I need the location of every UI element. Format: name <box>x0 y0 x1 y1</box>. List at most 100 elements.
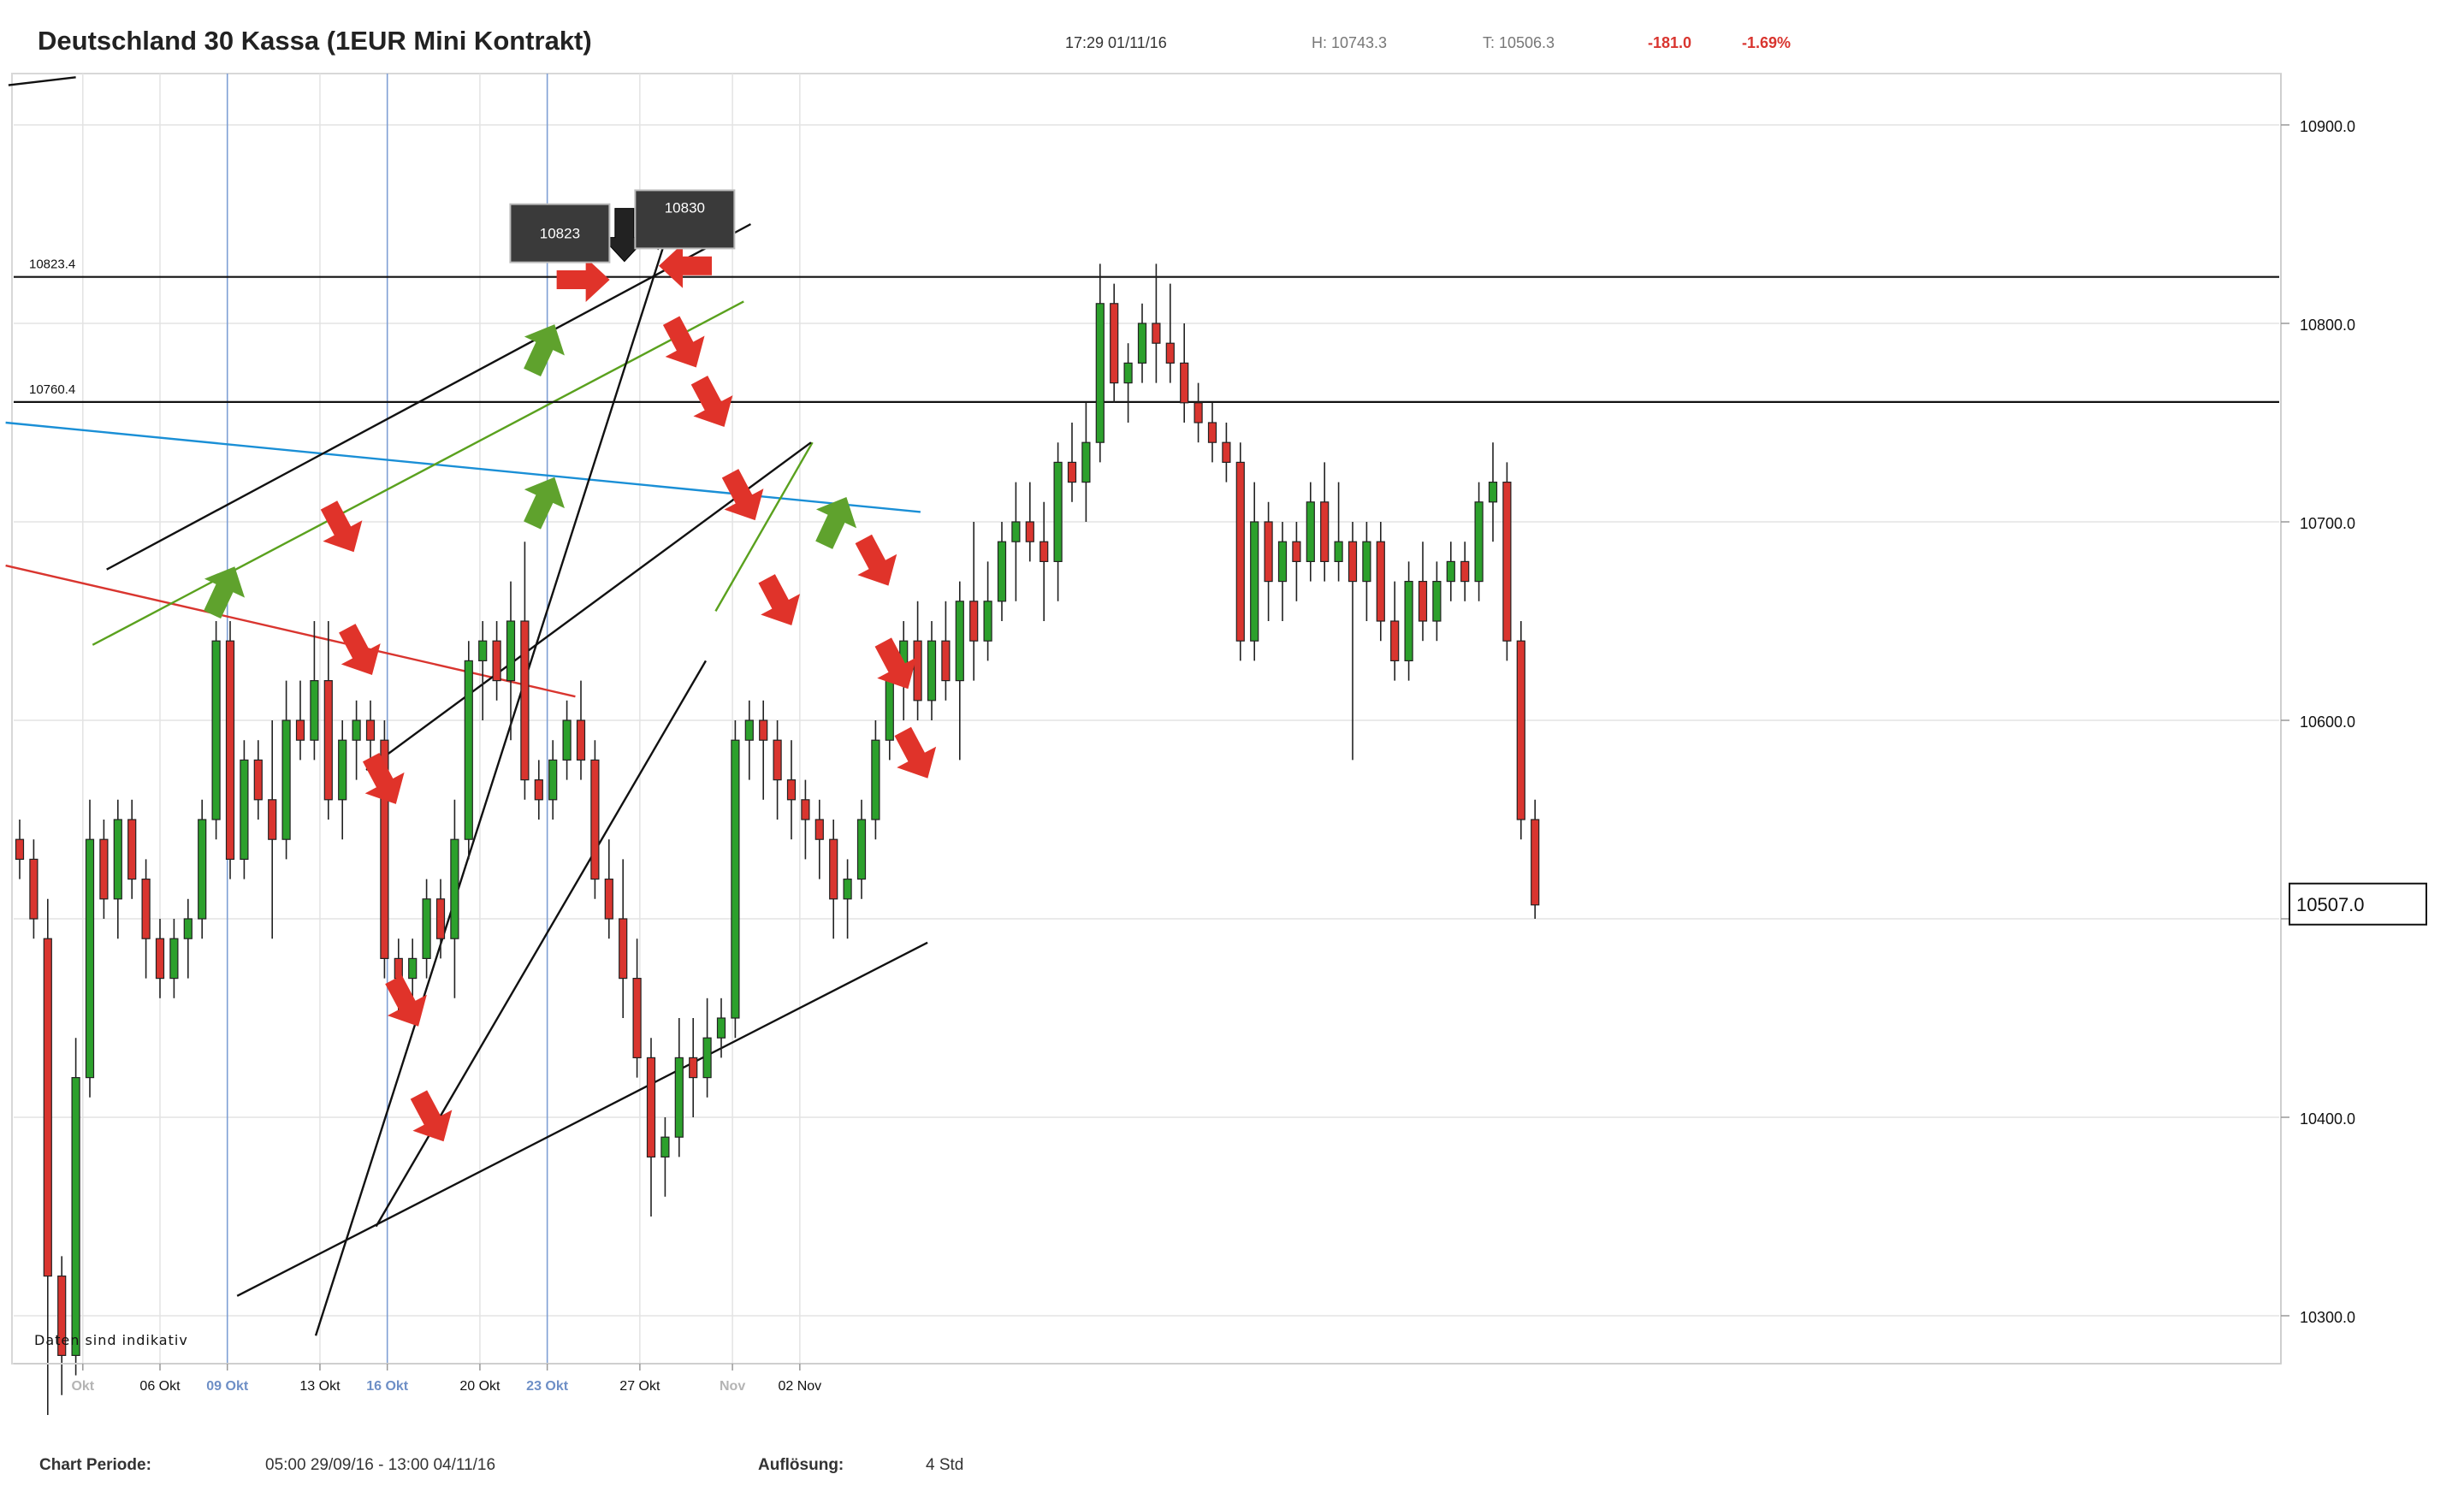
candle <box>1040 501 1049 621</box>
arrow-down-icon <box>410 1090 453 1142</box>
y-tick-label: 10400.0 <box>2300 1110 2355 1128</box>
candle-body-up <box>113 819 122 900</box>
arrow-down-icon <box>362 752 405 804</box>
candle-body-up <box>1123 362 1133 384</box>
candle-body-down <box>295 719 305 741</box>
candle-body-down <box>99 838 109 900</box>
last-price-label: 10507.0 <box>2296 894 2365 915</box>
candle-body-up <box>1095 303 1105 443</box>
candle-body-down <box>394 957 403 980</box>
candle <box>1165 283 1175 383</box>
candle <box>29 839 38 939</box>
x-tick-label: Okt <box>71 1379 94 1394</box>
candle <box>534 760 543 820</box>
candle <box>352 700 361 780</box>
disclaimer-note: Daten sind indikativ <box>34 1332 188 1348</box>
candle-body-down <box>1040 541 1049 563</box>
candle <box>365 700 376 761</box>
candle-body-up <box>1474 501 1484 583</box>
level-label: 10760.4 <box>29 382 75 397</box>
price-callout: 10823 <box>509 203 611 263</box>
candle-body-down <box>268 799 277 840</box>
x-axis: Okt 06 Okt 09 Okt 13 Okt 16 Okt 20 Okt 23 Okt 2… <box>14 1363 2281 1394</box>
candle <box>15 820 25 879</box>
candle-body-up <box>660 1136 670 1157</box>
candle <box>619 859 628 1018</box>
candle <box>1053 442 1063 601</box>
candle-body-up <box>1250 521 1259 642</box>
candle <box>1362 522 1371 621</box>
candle <box>871 720 880 840</box>
y-tick-label: 10700.0 <box>2300 515 2355 532</box>
candle <box>1488 442 1498 542</box>
candle <box>1502 462 1512 661</box>
quote-high: H: 10743.3 <box>1312 34 1387 51</box>
candle <box>1292 522 1301 601</box>
candles <box>15 263 1540 1415</box>
candle-body-down <box>323 679 333 801</box>
arrow-down-icon <box>690 376 733 428</box>
candle <box>71 1038 80 1376</box>
candle <box>997 522 1007 621</box>
candle <box>211 621 221 840</box>
candle <box>1404 561 1413 681</box>
candle-body-up <box>955 601 964 682</box>
candle-body-down <box>576 719 586 761</box>
candle <box>829 820 838 939</box>
candle-body-up <box>744 719 754 741</box>
price-callouts: 10823 10830 <box>509 189 736 263</box>
candle-body-down <box>43 938 52 1277</box>
candle <box>464 641 473 860</box>
candle <box>632 938 642 1078</box>
candle-body-up <box>506 620 516 682</box>
x-tick-label: 02 Nov <box>778 1379 821 1394</box>
candle-body-up <box>885 679 894 741</box>
candle <box>927 621 937 720</box>
candle-body-down <box>520 620 530 781</box>
y-tick-label: 10300.0 <box>2300 1309 2355 1326</box>
candle-body-down <box>759 719 768 741</box>
candle <box>562 700 572 780</box>
candle <box>1194 382 1203 443</box>
candle <box>338 720 347 840</box>
candle-body-down <box>619 918 628 980</box>
candle-body-down <box>1207 422 1217 443</box>
candle-body-up <box>843 878 852 900</box>
candle-body-up <box>281 719 291 840</box>
candle <box>689 1018 698 1117</box>
candle-body-down <box>57 1275 67 1356</box>
y-tick-label: 10600.0 <box>2300 713 2355 731</box>
candle <box>702 998 712 1098</box>
candle <box>955 581 964 761</box>
candle <box>1306 482 1315 582</box>
candle-body-down <box>29 858 38 920</box>
candle <box>57 1256 67 1395</box>
candle <box>1390 581 1400 681</box>
candle-body-down <box>1502 481 1512 642</box>
x-tick-label: 27 Okt <box>619 1379 660 1394</box>
trend-line-black-lower <box>236 941 928 1297</box>
candle <box>155 919 165 998</box>
candle <box>85 799 95 1098</box>
trend-line-black-upper <box>106 222 752 571</box>
candle <box>590 740 600 899</box>
candle-body-up <box>464 660 473 840</box>
candle-body-down <box>941 640 951 682</box>
candle-body-down <box>253 759 263 801</box>
candle-body-up <box>1306 501 1315 562</box>
candle <box>492 621 501 701</box>
candle <box>1025 482 1034 562</box>
candle-body-down <box>1194 402 1203 423</box>
candle <box>1110 283 1119 403</box>
y-tick-label: 10900.0 <box>2300 118 2355 135</box>
plot-area <box>11 73 2282 1365</box>
candle <box>1180 323 1189 423</box>
candle-body-down <box>1165 342 1175 364</box>
candle-body-down <box>773 739 782 781</box>
candle-body-up <box>352 719 361 741</box>
candle-body-up <box>408 957 418 980</box>
candle-body-down <box>1180 362 1189 404</box>
candle <box>520 542 530 800</box>
candle-body-up <box>450 838 459 939</box>
arrow-down-icon <box>855 534 897 586</box>
